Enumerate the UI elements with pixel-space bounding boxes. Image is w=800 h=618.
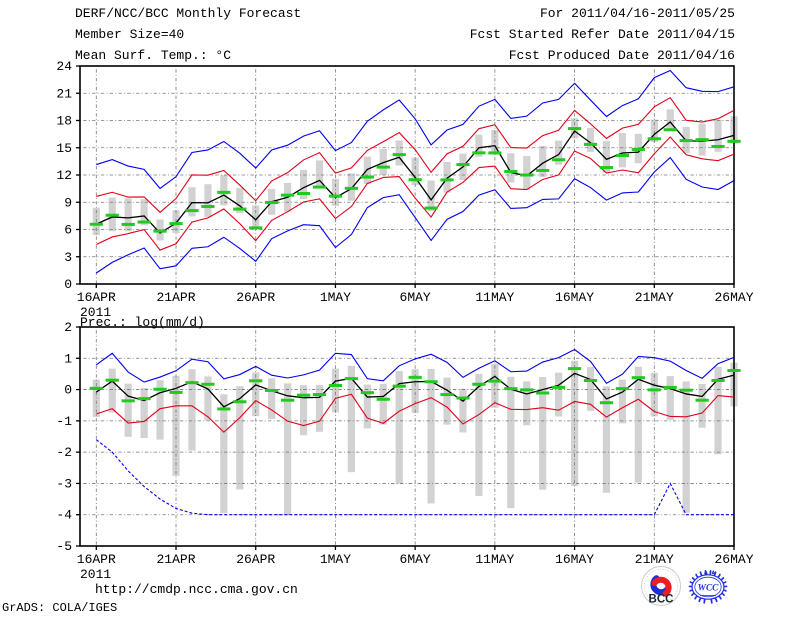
- svg-text:2011: 2011: [80, 567, 111, 582]
- svg-text:21MAY: 21MAY: [635, 290, 674, 305]
- svg-text:1MAY: 1MAY: [320, 290, 351, 305]
- svg-text:16APR: 16APR: [77, 290, 116, 305]
- svg-text:15: 15: [56, 141, 72, 156]
- svg-text:16APR: 16APR: [77, 552, 116, 567]
- svg-text:21APR: 21APR: [157, 552, 196, 567]
- svg-text:1MAY: 1MAY: [320, 552, 351, 567]
- svg-text:26APR: 26APR: [236, 290, 275, 305]
- svg-text:-1: -1: [56, 414, 72, 429]
- svg-text:24: 24: [56, 59, 72, 74]
- svg-text:2: 2: [64, 320, 72, 335]
- svg-text:Prec.: log(mm/d): Prec.: log(mm/d): [80, 315, 205, 330]
- svg-text:BCC: BCC: [649, 594, 674, 606]
- svg-text:21: 21: [56, 86, 72, 101]
- svg-text:21APR: 21APR: [157, 290, 196, 305]
- svg-text:16MAY: 16MAY: [555, 290, 594, 305]
- svg-text:26MAY: 26MAY: [714, 290, 753, 305]
- svg-text:-3: -3: [56, 476, 72, 491]
- svg-text:11MAY: 11MAY: [475, 290, 514, 305]
- svg-text:-4: -4: [56, 508, 72, 523]
- svg-text:11MAY: 11MAY: [475, 552, 514, 567]
- svg-text:6MAY: 6MAY: [400, 290, 431, 305]
- svg-text:18: 18: [56, 114, 72, 129]
- svg-text:3: 3: [64, 250, 72, 265]
- svg-text:0: 0: [64, 277, 72, 292]
- svg-text:0: 0: [64, 383, 72, 398]
- svg-text:26APR: 26APR: [236, 552, 275, 567]
- svg-text:-5: -5: [56, 539, 72, 554]
- svg-text:6MAY: 6MAY: [400, 552, 431, 567]
- svg-text:21MAY: 21MAY: [635, 552, 674, 567]
- svg-text:12: 12: [56, 168, 72, 183]
- svg-text:26MAY: 26MAY: [714, 552, 753, 567]
- svg-text:-2: -2: [56, 445, 72, 460]
- svg-text:6: 6: [64, 223, 72, 238]
- svg-text:9: 9: [64, 195, 72, 210]
- svg-text:1: 1: [64, 351, 72, 366]
- svg-text:16MAY: 16MAY: [555, 552, 594, 567]
- svg-text:WCC: WCC: [698, 584, 719, 594]
